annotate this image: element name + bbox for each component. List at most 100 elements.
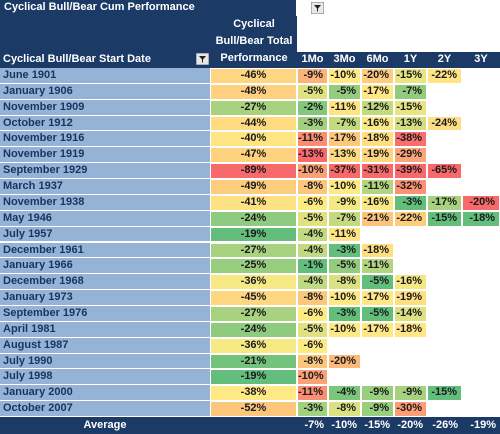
value-cell: -14% — [394, 305, 427, 322]
value-cell: -10% — [328, 179, 361, 195]
row-label: November 1909 — [0, 99, 210, 116]
value-cell: -19% — [210, 226, 297, 243]
value-cell: -39% — [394, 163, 427, 180]
value-cell: -36% — [210, 274, 297, 291]
value-cell: -18% — [361, 131, 394, 148]
value-cell: -9% — [394, 385, 427, 402]
value-cell: -9% — [328, 194, 361, 211]
row-label: July 1957 — [0, 226, 210, 243]
value-cell: -20% — [328, 353, 361, 370]
value-cell: -21% — [210, 353, 297, 370]
table-title: Cyclical Bull/Bear Cum Performance — [0, 0, 296, 16]
value-cell: -38% — [210, 385, 297, 402]
value-cell: -3% — [297, 115, 328, 132]
row-label: January 1966 — [0, 258, 210, 275]
header-cell: 6Mo — [366, 53, 389, 65]
value-cell: -89% — [210, 163, 297, 180]
value-cell: -11% — [297, 131, 328, 148]
value-cell: -13% — [328, 147, 361, 164]
value-cell: -8% — [297, 179, 328, 195]
average-value: -26% — [432, 419, 458, 431]
average-row — [0, 417, 500, 434]
row-label: July 1998 — [0, 369, 210, 386]
row-label: November 1916 — [0, 131, 210, 148]
row-label: August 1987 — [0, 337, 210, 354]
value-cell: -22% — [427, 68, 462, 84]
value-cell: -65% — [427, 163, 462, 180]
value-cell: -5% — [297, 210, 328, 227]
value-cell: -17% — [328, 131, 361, 148]
value-cell: -38% — [394, 131, 427, 148]
value-cell: -9% — [361, 401, 394, 417]
value-cell: -8% — [328, 274, 361, 291]
value-cell: -4% — [297, 274, 328, 291]
value-cell: -5% — [328, 83, 361, 100]
value-cell: -5% — [328, 258, 361, 275]
value-cell: -27% — [210, 305, 297, 322]
value-cell: -13% — [394, 115, 427, 132]
row-label: September 1929 — [0, 163, 210, 180]
value-cell: -17% — [361, 290, 394, 306]
value-cell: -9% — [297, 68, 328, 84]
value-cell: -17% — [427, 194, 462, 211]
value-cell: -21% — [361, 210, 394, 227]
value-cell: -9% — [361, 385, 394, 402]
value-cell: -15% — [394, 99, 427, 116]
value-cell: -11% — [328, 99, 361, 116]
value-cell: -11% — [361, 258, 394, 275]
row-label: October 2007 — [0, 401, 210, 417]
header-cell: 1Y — [403, 53, 418, 65]
header-cell: 3Mo — [333, 53, 356, 65]
value-cell: -16% — [361, 194, 394, 211]
value-cell: -17% — [361, 321, 394, 338]
row-label: November 1919 — [0, 147, 210, 164]
value-cell: -4% — [297, 242, 328, 259]
header-cell: Cyclical Bull/Bear Total Performance — [215, 18, 293, 64]
value-cell: -20% — [361, 68, 394, 84]
value-cell: -15% — [394, 68, 427, 84]
value-cell: -3% — [394, 194, 427, 211]
row-label: December 1961 — [0, 242, 210, 259]
value-cell: -19% — [361, 147, 394, 164]
average-value: -7% — [304, 419, 324, 431]
value-cell: -37% — [328, 163, 361, 180]
value-cell: -10% — [328, 321, 361, 338]
value-cell: -3% — [297, 401, 328, 417]
value-cell: -16% — [361, 115, 394, 132]
value-cell: -1% — [297, 258, 328, 275]
row-label: April 1981 — [0, 321, 210, 338]
value-cell: -19% — [210, 369, 297, 386]
value-cell: -18% — [361, 242, 394, 259]
value-cell: -5% — [361, 274, 394, 291]
value-cell: -18% — [462, 210, 500, 227]
value-cell: -27% — [210, 99, 297, 116]
value-cell: -8% — [297, 290, 328, 306]
value-cell: -4% — [328, 385, 361, 402]
average-value: -10% — [331, 419, 357, 431]
row-label: January 1973 — [0, 290, 210, 306]
value-cell: -24% — [210, 321, 297, 338]
header-cell: 1Mo — [301, 53, 324, 65]
row-label: October 1912 — [0, 115, 210, 132]
header-cell: 2Y — [437, 53, 452, 65]
value-cell: -6% — [297, 305, 328, 322]
filter-icon[interactable] — [311, 2, 324, 14]
value-cell: -15% — [427, 210, 462, 227]
average-label: Average — [83, 419, 127, 431]
value-cell: -16% — [394, 274, 427, 291]
filter-icon[interactable] — [196, 53, 209, 65]
value-cell: -6% — [297, 337, 328, 354]
value-cell: -8% — [297, 353, 328, 370]
value-cell: -27% — [210, 242, 297, 259]
value-cell: -5% — [297, 321, 328, 338]
value-cell: -18% — [394, 321, 427, 338]
value-cell: -41% — [210, 194, 297, 211]
header-cell: 3Y — [474, 53, 488, 65]
value-cell: -7% — [394, 83, 427, 100]
value-cell: -2% — [297, 99, 328, 116]
row-label: November 1938 — [0, 194, 210, 211]
value-cell: -5% — [297, 83, 328, 100]
row-label: December 1968 — [0, 274, 210, 291]
value-cell: -7% — [328, 115, 361, 132]
